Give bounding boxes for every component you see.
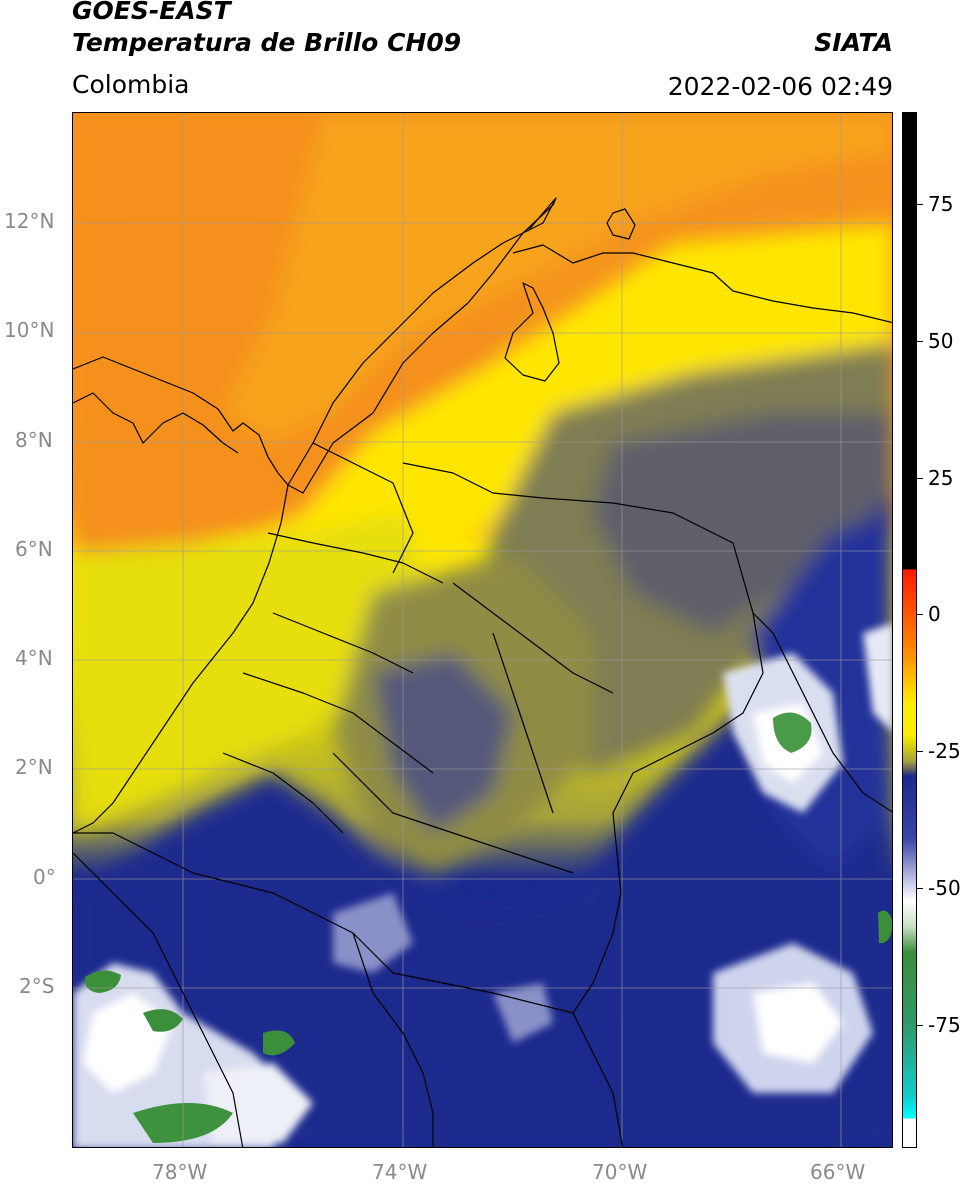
colorbar-tick xyxy=(917,204,923,205)
colorbar-label-25: 25 xyxy=(928,466,954,490)
lat-label-6n: 6°N xyxy=(15,537,53,561)
satellite-map xyxy=(72,112,893,1148)
colorbar-tick xyxy=(917,1025,923,1026)
satellite-name: GOES-EAST xyxy=(72,0,231,25)
colorbar-tick xyxy=(917,614,923,615)
colorbar-label-m25: -25 xyxy=(928,739,961,763)
colorbar-tick xyxy=(917,751,923,752)
lat-label-12n: 12°N xyxy=(4,209,55,233)
colorbar-label-m75: -75 xyxy=(928,1013,961,1037)
agency-label: SIATA xyxy=(814,28,893,57)
colorbar-tick xyxy=(917,341,923,342)
map-image xyxy=(73,113,892,1147)
lat-label-8n: 8°N xyxy=(15,428,53,452)
colorbar-label-m50: -50 xyxy=(928,876,961,900)
colorbar-gradient xyxy=(903,113,916,1147)
colorbar-label-50: 50 xyxy=(928,329,954,353)
lat-label-4n: 4°N xyxy=(15,646,53,670)
colorbar-tick xyxy=(917,888,923,889)
lon-label-74w: 74°W xyxy=(372,1160,428,1184)
colorbar-label-75: 75 xyxy=(928,192,954,216)
lat-label-0: 0° xyxy=(33,865,56,889)
lon-label-66w: 66°W xyxy=(810,1160,866,1184)
region-label: Colombia xyxy=(72,70,190,99)
lat-label-2s: 2°S xyxy=(19,974,55,998)
product-title: Temperatura de Brillo CH09 xyxy=(72,28,462,57)
lat-label-2n: 2°N xyxy=(15,755,53,779)
colorbar-tick xyxy=(917,478,923,479)
lon-label-70w: 70°W xyxy=(592,1160,648,1184)
lat-label-10n: 10°N xyxy=(4,318,55,342)
colorbar-label-0: 0 xyxy=(928,602,941,626)
datetime-label: 2022-02-06 02:49 xyxy=(667,72,893,101)
colorbar xyxy=(902,112,917,1148)
lon-label-78w: 78°W xyxy=(152,1160,208,1184)
